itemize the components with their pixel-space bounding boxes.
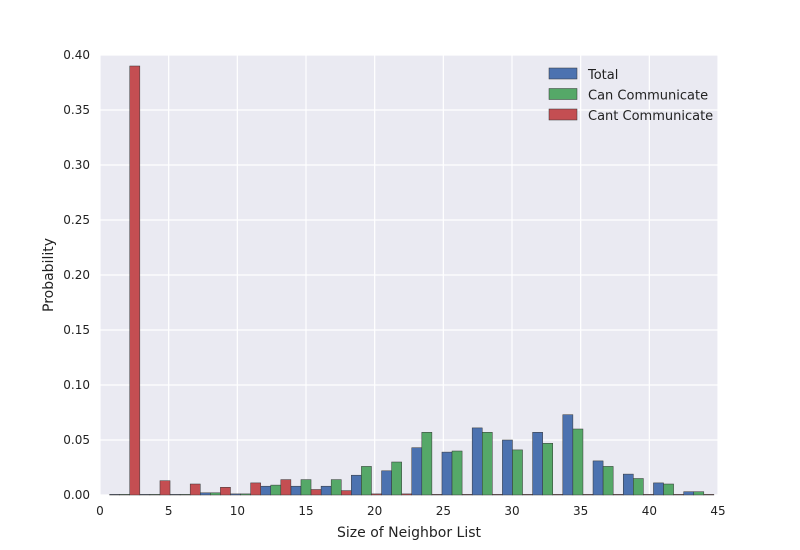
bar [562, 414, 574, 496]
bar [502, 439, 513, 496]
bar [703, 494, 715, 496]
y-tick-label: 0.35 [63, 103, 90, 117]
bar [310, 489, 322, 496]
legend-swatch [548, 88, 578, 100]
bar [280, 479, 292, 496]
bar [220, 487, 231, 496]
bar [693, 491, 705, 496]
x-tick-label: 45 [710, 504, 725, 518]
y-tick-label: 0.10 [63, 378, 90, 392]
bar [250, 482, 261, 496]
legend-label: Total [587, 68, 618, 83]
bar [633, 478, 644, 496]
tick-labels: 0 5 10 15 20 25 30 35 40 45 0.00 0.05 0.10 0.15 0.20 0.… [63, 48, 725, 518]
y-tick-label: 0.05 [63, 433, 90, 447]
bar [431, 494, 443, 496]
legend-label: Cant Communicate [588, 109, 713, 124]
bar [129, 65, 141, 496]
bar [602, 466, 614, 496]
bar [683, 491, 694, 496]
x-tick-label: 15 [298, 504, 313, 518]
bar [421, 432, 433, 496]
bar [290, 485, 302, 496]
bar [371, 493, 382, 496]
legend-swatch [548, 67, 578, 80]
bar [119, 494, 131, 496]
bar [240, 493, 251, 496]
bar [179, 494, 191, 496]
x-tick-label: 10 [230, 504, 245, 518]
bar [381, 470, 392, 496]
y-tick-label: 0.20 [63, 268, 90, 282]
y-tick-label: 0.40 [63, 48, 90, 62]
bar [441, 451, 453, 496]
x-tick-label: 30 [504, 504, 519, 518]
bars-layer [109, 65, 715, 496]
bar [401, 493, 412, 496]
bar [300, 479, 312, 496]
bar [461, 494, 473, 496]
x-tick-label: 0 [96, 504, 104, 518]
bar [622, 473, 634, 496]
bar [210, 492, 221, 496]
bar [230, 493, 241, 496]
y-axis-label: Probability [41, 238, 57, 312]
bar [149, 494, 161, 496]
bar [351, 474, 362, 496]
x-tick-label: 40 [642, 504, 657, 518]
legend-swatch [548, 108, 578, 121]
bar [200, 492, 211, 496]
y-tick-label: 0.25 [63, 213, 90, 227]
x-tick-label: 5 [165, 504, 173, 518]
bar [542, 443, 553, 496]
bar [512, 449, 523, 496]
bar [361, 466, 372, 496]
bar [189, 483, 201, 496]
bar [653, 482, 664, 496]
legend-label: Can Communicate [588, 89, 708, 104]
bar [592, 460, 604, 496]
bar [572, 428, 584, 496]
bar [532, 432, 543, 496]
bar [673, 494, 684, 496]
x-tick-label: 35 [573, 504, 588, 518]
y-tick-label: 0.30 [63, 158, 90, 172]
bar [471, 427, 483, 496]
bar [270, 484, 282, 496]
legend: Total Can Communicate Cant Communicate [548, 67, 713, 124]
bar [109, 494, 120, 496]
bar [139, 494, 151, 496]
x-tick-label: 25 [436, 504, 451, 518]
x-axis-label: Size of Neighbor List [337, 525, 482, 541]
bar [612, 494, 624, 496]
bar [340, 490, 352, 496]
bar [391, 461, 402, 496]
bar [663, 483, 674, 496]
bar [643, 494, 654, 496]
bar [320, 485, 332, 496]
bar [260, 485, 272, 496]
bar [451, 450, 463, 496]
y-tick-label: 0.00 [63, 488, 90, 502]
x-tick-label: 20 [367, 504, 382, 518]
bar [169, 494, 181, 496]
bar [582, 494, 594, 496]
bar [411, 447, 423, 496]
bar [492, 494, 503, 496]
bar [159, 480, 171, 496]
y-tick-label: 0.15 [63, 323, 90, 337]
bar [481, 432, 493, 496]
bar [552, 494, 564, 496]
bar [522, 494, 533, 496]
bar [330, 479, 342, 496]
